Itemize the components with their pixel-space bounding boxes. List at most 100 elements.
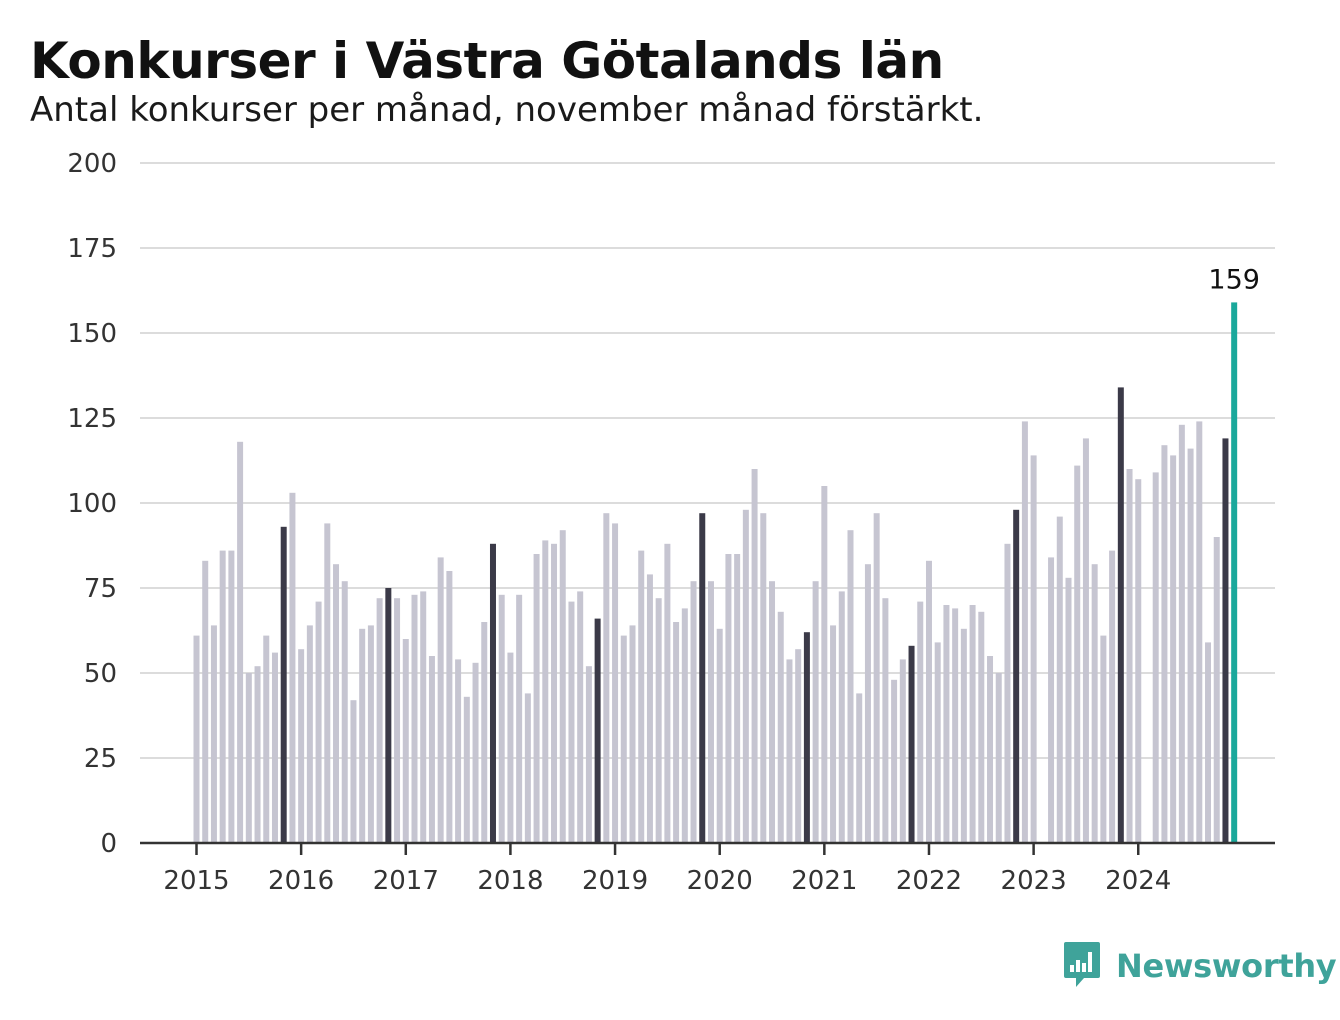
x-tick-label: 2016 — [268, 866, 334, 896]
bar — [760, 513, 767, 843]
bar — [254, 666, 261, 843]
bar — [289, 492, 296, 843]
bar — [271, 652, 278, 843]
bar — [934, 642, 941, 843]
bar — [1082, 438, 1089, 843]
bar — [350, 700, 357, 843]
y-tick-label: 175 — [67, 234, 117, 264]
bar — [507, 652, 514, 843]
bar — [673, 622, 680, 843]
bar — [237, 441, 244, 843]
bar — [1126, 469, 1133, 843]
bar — [612, 523, 619, 843]
bar — [734, 554, 741, 843]
bar — [725, 554, 732, 843]
x-tick-label: 2022 — [896, 866, 962, 896]
bar — [864, 564, 871, 843]
bar — [629, 625, 636, 843]
latest-value-label: 159 — [1208, 264, 1260, 295]
bar — [821, 486, 828, 843]
bar — [812, 581, 819, 843]
bar — [742, 509, 749, 843]
bar — [367, 625, 374, 843]
bar — [646, 574, 653, 843]
bar — [960, 628, 967, 843]
bar — [681, 608, 688, 843]
y-tick-label: 25 — [84, 744, 117, 774]
bars — [193, 302, 1238, 843]
bar — [716, 628, 723, 843]
bar — [690, 581, 697, 843]
bar — [1152, 472, 1159, 843]
bar — [463, 696, 470, 843]
x-tick-label: 2019 — [582, 866, 648, 896]
bar — [245, 673, 252, 843]
bar — [1135, 479, 1142, 843]
bar — [524, 693, 531, 843]
bar — [795, 649, 802, 843]
bar — [385, 588, 392, 843]
bar — [847, 530, 854, 843]
bar — [280, 526, 287, 843]
bar — [1074, 465, 1081, 843]
bar — [620, 635, 627, 843]
bar — [925, 560, 932, 843]
bar — [1100, 635, 1107, 843]
bar — [455, 659, 462, 843]
bar — [472, 662, 479, 843]
bar — [1030, 455, 1037, 843]
bar — [917, 601, 924, 843]
bar — [707, 581, 714, 843]
bar — [978, 611, 985, 843]
bar — [446, 571, 453, 843]
y-tick-label: 125 — [67, 404, 117, 434]
bar — [359, 628, 366, 843]
bar — [699, 513, 706, 843]
brand-logo: Newsworthy — [1062, 940, 1337, 992]
bar — [1021, 421, 1028, 843]
bar — [873, 513, 880, 843]
bar — [952, 608, 959, 843]
bar — [1196, 421, 1203, 843]
x-tick-label: 2024 — [1105, 866, 1171, 896]
bar — [1048, 557, 1055, 843]
bar — [568, 601, 575, 843]
x-tick-label: 2017 — [373, 866, 439, 896]
bar — [1170, 455, 1177, 843]
bar — [751, 469, 758, 843]
bar — [1213, 537, 1220, 843]
bar — [402, 639, 409, 843]
bar — [376, 598, 383, 843]
bar — [437, 557, 444, 843]
bar — [969, 605, 976, 843]
bar — [638, 550, 645, 843]
bar — [891, 679, 898, 843]
bar — [899, 659, 906, 843]
bar — [1004, 543, 1011, 843]
bar — [333, 564, 340, 843]
bar — [856, 693, 863, 843]
bar — [210, 625, 217, 843]
bar — [577, 591, 584, 843]
bar — [594, 618, 601, 843]
bar — [1161, 445, 1168, 843]
y-tick-label: 150 — [67, 319, 117, 349]
x-tick-label: 2023 — [1001, 866, 1067, 896]
bar — [769, 581, 776, 843]
bar — [777, 611, 784, 843]
bar — [411, 594, 418, 843]
bar — [420, 591, 427, 843]
brand-name: Newsworthy — [1116, 947, 1337, 985]
chart-title: Konkurser i Västra Götalands län — [30, 32, 944, 90]
x-tick-label: 2021 — [791, 866, 857, 896]
bar — [315, 601, 322, 843]
bar — [498, 594, 505, 843]
x-tick-label: 2015 — [163, 866, 229, 896]
bar — [516, 594, 523, 843]
bar — [1065, 577, 1072, 843]
bar — [219, 550, 226, 843]
bar — [324, 523, 331, 843]
y-tick-label: 50 — [84, 659, 117, 689]
bar — [1056, 516, 1063, 843]
